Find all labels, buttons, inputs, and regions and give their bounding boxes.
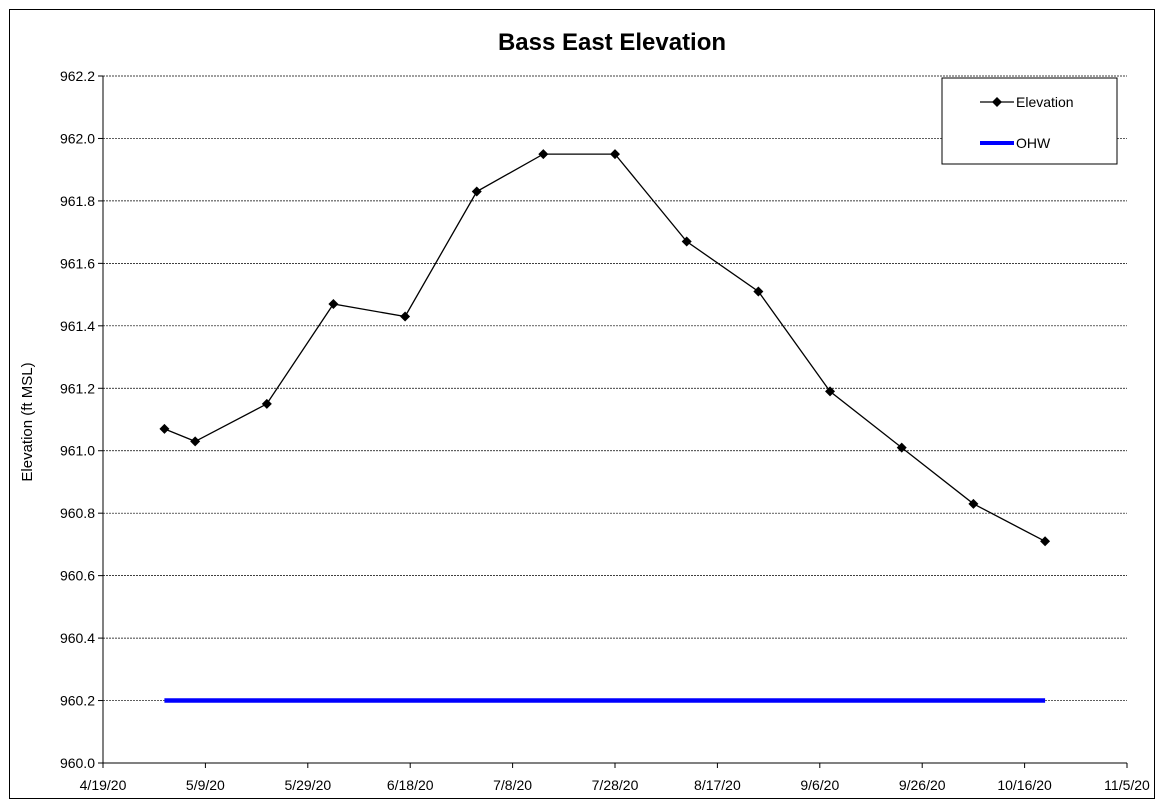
data-point <box>896 442 907 453</box>
data-point <box>825 386 836 397</box>
legend-elevation-label: Elevation <box>1016 94 1074 110</box>
data-point <box>328 298 339 309</box>
axes: 960.0 960.2 960.4 960.6 960.8 961.0 961.2 961.4… <box>60 68 1150 793</box>
x-tick-label: 9/26/20 <box>899 777 946 793</box>
legend-elevation-marker <box>992 97 1002 107</box>
gridlines <box>103 75 1127 701</box>
x-tick-label: 7/8/20 <box>493 777 532 793</box>
data-point <box>538 149 549 160</box>
x-tick-label: 6/18/20 <box>387 777 434 793</box>
x-tick-label: 5/29/20 <box>284 777 331 793</box>
data-point <box>159 423 170 434</box>
data-point <box>400 311 411 322</box>
data-point <box>471 186 482 197</box>
data-point <box>190 436 201 447</box>
y-tick-label: 961.6 <box>60 255 95 271</box>
x-tick-label: 9/6/20 <box>800 777 839 793</box>
x-tick-label: 10/16/20 <box>997 777 1052 793</box>
series-line-elevation <box>164 153 1046 542</box>
y-tick-label: 961.8 <box>60 193 95 209</box>
y-tick-label: 960.8 <box>60 505 95 521</box>
legend: Elevation OHW <box>941 77 1118 165</box>
y-tick-label: 961.4 <box>60 318 95 334</box>
y-axis-label: Elevation (ft MSL) <box>19 362 36 481</box>
legend-ohw-label: OHW <box>1016 135 1051 151</box>
data-point <box>681 236 692 247</box>
y-tick-label: 960.2 <box>60 693 95 709</box>
y-tick-label: 961.0 <box>60 443 95 459</box>
x-tick-label: 5/9/20 <box>186 777 225 793</box>
y-tick-label: 962.0 <box>60 130 95 146</box>
data-point <box>1040 536 1051 547</box>
y-tick-label: 962.2 <box>60 68 95 84</box>
series <box>159 149 1051 703</box>
legend-box <box>941 77 1118 165</box>
data-point <box>968 498 979 509</box>
chart-title: Bass East Elevation <box>498 29 726 56</box>
data-point <box>610 149 620 160</box>
y-tick-label: 960.6 <box>60 568 95 584</box>
x-tick-label: 11/5/20 <box>1104 777 1150 793</box>
data-point <box>261 398 272 409</box>
data-point <box>753 286 764 297</box>
y-tick-label: 960.0 <box>60 755 95 771</box>
y-tick-label: 961.2 <box>60 380 95 396</box>
x-tick-label: 8/17/20 <box>694 777 741 793</box>
x-tick-label: 4/19/20 <box>80 777 127 793</box>
y-tick-label: 960.4 <box>60 630 95 646</box>
x-tick-label: 7/28/20 <box>592 777 639 793</box>
